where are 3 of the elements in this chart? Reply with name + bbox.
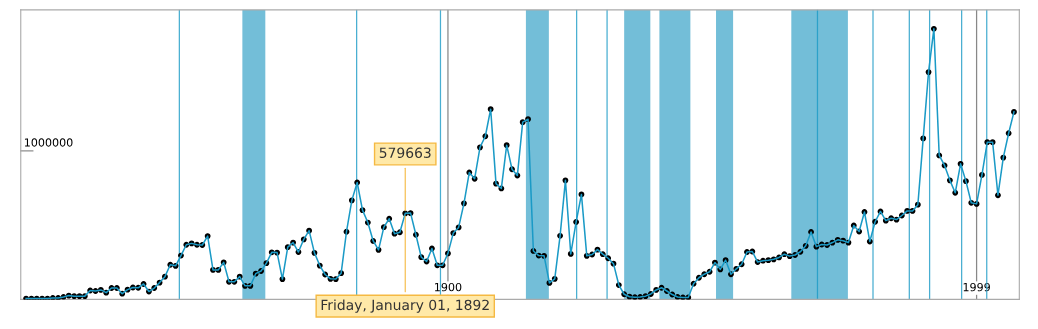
annotation: 1000000 [24,138,73,147]
annotation: 579663 [379,147,431,158]
annotation: Friday, January 01, 1892 [321,299,489,313]
